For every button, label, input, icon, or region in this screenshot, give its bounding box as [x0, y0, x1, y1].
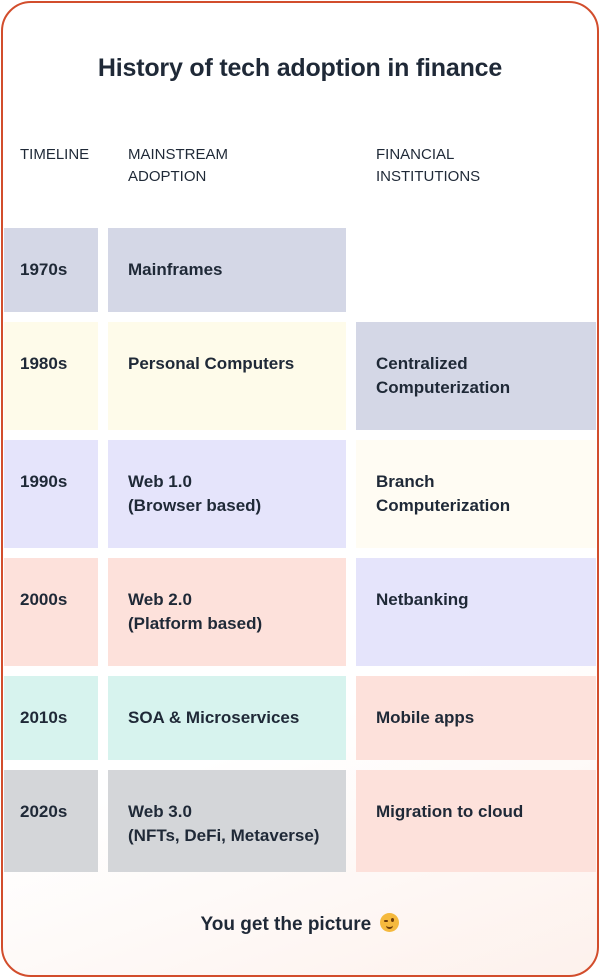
mainstream-1970s: Mainframes [108, 228, 346, 312]
header-mainstream-adoption: MAINSTREAM ADOPTION [128, 146, 229, 185]
year-2000s: 2000s [4, 558, 98, 666]
year-2020s: 2020s [4, 770, 98, 872]
mainstream-2010s: SOA & Microservices [108, 676, 346, 760]
mainstream-1980s: Personal Computers [108, 322, 346, 430]
page-title: History of tech adoption in finance [97, 54, 503, 82]
financial-2020s: Migration to cloud [356, 770, 596, 872]
year-1970s: 1970s [4, 228, 98, 312]
year-1990s: 1990s [4, 440, 98, 548]
footer-text: You get the picture [200, 914, 372, 935]
winking-face-icon [380, 913, 400, 932]
mainstream-2020s: Web 3.0 (NFTs, DeFi, Metaverse) [108, 770, 346, 872]
financial-2010s: Mobile apps [356, 676, 596, 760]
header-timeline: TIMELINE [20, 146, 90, 163]
year-1980s: 1980s [4, 322, 98, 430]
financial-2000s: Netbanking [356, 558, 596, 666]
mainstream-2000s: Web 2.0 (Platform based) [108, 558, 346, 666]
header-financial-institutions: FINANCIAL INSTITUTIONS [376, 146, 481, 185]
financial-1990s: Branch Computerization [356, 440, 596, 548]
footer-caption: You get the picture [0, 913, 600, 936]
mainstream-1990s: Web 1.0 (Browser based) [108, 440, 346, 548]
year-2010s: 2010s [4, 676, 98, 760]
financial-1980s: Centralized Computerization [356, 322, 596, 430]
